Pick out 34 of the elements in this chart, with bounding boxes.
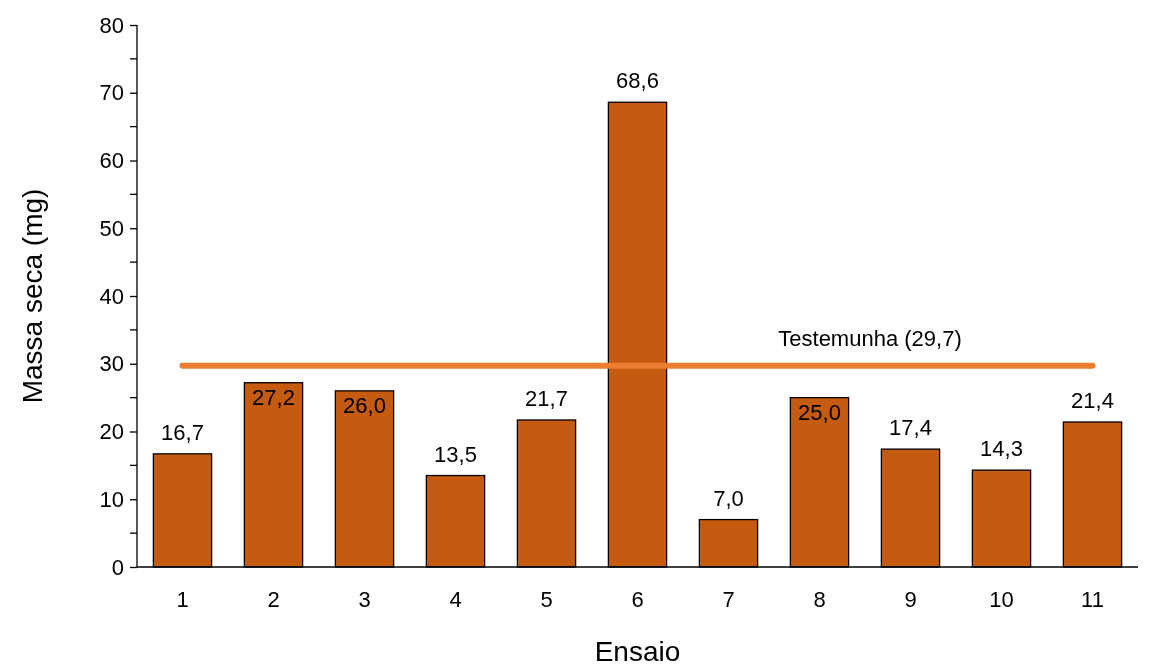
y-tick-label: 20 [99, 419, 124, 445]
data-label: 25,0 [798, 399, 841, 425]
ref-line-label: Testemunha (29,7) [778, 325, 962, 351]
x-tick-label: 11 [1081, 587, 1104, 612]
y-tick-label: 80 [99, 12, 124, 38]
x-tick-label: 6 [631, 587, 644, 612]
y-tick-label: 60 [99, 148, 124, 174]
y-axis-title: Massa seca (mg) [17, 188, 48, 404]
x-tick-label: 7 [722, 587, 735, 612]
y-tick-label: 0 [111, 554, 124, 580]
x-tick-label: 1 [176, 587, 189, 612]
data-label: 21,7 [525, 385, 568, 411]
y-tick-label: 70 [99, 80, 124, 106]
data-label: 26,0 [343, 392, 386, 418]
data-label: 14,3 [980, 436, 1023, 462]
x-tick-label: 10 [989, 587, 1014, 612]
data-label: 7,0 [713, 485, 744, 511]
x-tick-label: 5 [540, 587, 553, 612]
data-label: 68,6 [616, 68, 659, 94]
data-label: 21,4 [1071, 388, 1114, 414]
x-tick-label: 3 [358, 587, 371, 612]
y-tick-label: 50 [99, 215, 124, 241]
x-tick-label: 4 [449, 587, 462, 612]
x-tick-label: 9 [904, 587, 917, 612]
x-axis-title: Ensaio [594, 636, 681, 667]
y-tick-label: 40 [99, 283, 124, 309]
x-tick-label: 2 [267, 587, 280, 612]
y-tick-label: 10 [99, 486, 124, 512]
x-tick-label: 8 [813, 587, 826, 612]
data-label: 16,7 [161, 419, 204, 445]
data-label: 17,4 [889, 415, 932, 441]
data-label: 27,2 [252, 384, 295, 410]
y-tick-label: 30 [99, 351, 124, 377]
data-label: 13,5 [434, 441, 477, 467]
